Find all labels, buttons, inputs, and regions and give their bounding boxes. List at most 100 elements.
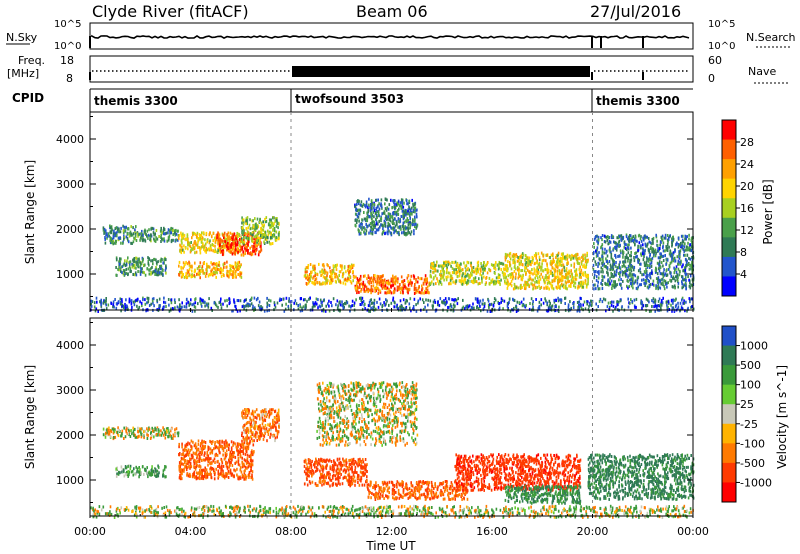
- range-cell: [258, 230, 260, 234]
- range-cell: [137, 270, 139, 273]
- range-cell: [254, 250, 257, 254]
- range-cell: [663, 268, 665, 272]
- range-cell: [637, 269, 640, 273]
- range-cell: [574, 254, 576, 258]
- range-cell: [670, 260, 673, 264]
- range-cell: [407, 219, 410, 222]
- range-cell: [161, 237, 163, 241]
- range-cell: [377, 305, 380, 309]
- range-cell: [673, 284, 676, 288]
- range-cell: [190, 275, 193, 279]
- range-cell: [443, 270, 445, 274]
- range-cell: [270, 231, 272, 235]
- range-cell: [184, 262, 186, 266]
- range-cell: [538, 300, 541, 304]
- range-cell: [168, 309, 171, 313]
- range-cell: [120, 302, 122, 306]
- range-cell: [550, 269, 552, 273]
- range-cell: [325, 270, 327, 274]
- range-cell: [643, 238, 645, 242]
- range-cell: [338, 279, 340, 283]
- range-cell: [197, 246, 199, 249]
- range-cell: [451, 277, 453, 280]
- range-cell: [362, 285, 364, 289]
- range-cell: [455, 298, 458, 302]
- range-cell: [141, 259, 144, 263]
- range-cell: [616, 303, 618, 307]
- range-cell: [152, 270, 154, 274]
- range-cell: [517, 256, 519, 259]
- range-cell: [262, 228, 265, 232]
- range-cell: [566, 255, 568, 259]
- range-cell: [572, 306, 575, 309]
- range-cell: [600, 270, 602, 274]
- range-cell: [619, 266, 621, 270]
- range-cell: [432, 300, 435, 304]
- range-cell: [170, 301, 173, 305]
- range-cell: [516, 255, 518, 258]
- range-cell: [388, 212, 391, 216]
- range-cell: [157, 273, 159, 277]
- range-cell: [613, 270, 616, 274]
- range-cell: [311, 306, 314, 310]
- range-cell: [474, 277, 476, 281]
- range-cell: [114, 227, 117, 231]
- range-cell: [202, 269, 204, 273]
- range-cell: [275, 238, 278, 242]
- range-cell: [477, 264, 480, 267]
- range-cell: [161, 258, 163, 262]
- range-cell: [593, 237, 596, 241]
- range-cell: [245, 304, 247, 308]
- range-cell: [187, 247, 189, 251]
- range-cell: [182, 261, 185, 265]
- range-cell: [596, 270, 599, 274]
- range-cell: [210, 272, 212, 276]
- range-cell: [387, 232, 389, 236]
- range-cell: [646, 235, 648, 239]
- range-cell: [647, 298, 649, 302]
- range-cell: [461, 276, 463, 280]
- y-tick-label: 1000: [56, 268, 84, 281]
- range-cell: [379, 289, 381, 293]
- range-cell: [159, 264, 161, 268]
- range-cell: [429, 299, 432, 303]
- range-cell: [565, 286, 567, 290]
- range-cell: [123, 270, 126, 274]
- range-cell: [277, 233, 280, 236]
- range-cell: [487, 297, 489, 301]
- range-cell: [645, 260, 648, 264]
- range-cell: [667, 236, 670, 240]
- range-cell: [118, 268, 120, 272]
- range-cell: [116, 234, 118, 238]
- range-cell: [426, 285, 429, 289]
- range-cell: [156, 237, 159, 241]
- range-cell: [655, 286, 657, 290]
- range-cell: [236, 309, 239, 313]
- range-cell: [417, 276, 419, 280]
- range-cell: [269, 224, 271, 228]
- range-cell: [406, 226, 409, 230]
- range-cell: [399, 299, 402, 303]
- range-cell: [520, 300, 523, 304]
- range-cell: [400, 206, 402, 210]
- range-cell: [684, 248, 686, 252]
- range-cell: [228, 275, 230, 279]
- range-cell: [275, 218, 278, 222]
- range-cell: [126, 236, 129, 240]
- range-cell: [207, 305, 210, 309]
- range-cell: [299, 309, 302, 313]
- range-cell: [513, 270, 516, 273]
- range-cell: [409, 278, 412, 282]
- range-cell: [582, 280, 584, 284]
- range-cell: [606, 283, 609, 287]
- range-cell: [254, 217, 256, 221]
- range-cell: [195, 243, 198, 247]
- range-cell: [520, 253, 523, 257]
- range-cell: [645, 269, 648, 273]
- range-cell: [459, 267, 462, 270]
- range-cell: [252, 240, 254, 243]
- range-cell: [392, 228, 395, 231]
- range-cell: [635, 255, 637, 259]
- range-cell: [461, 282, 464, 286]
- range-cell: [570, 278, 573, 282]
